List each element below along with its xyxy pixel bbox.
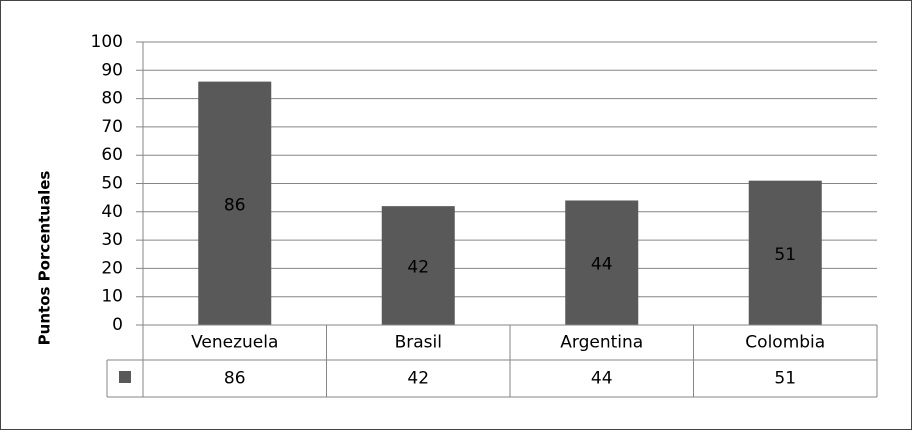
table-value: 51 xyxy=(774,369,796,389)
data-label: 42 xyxy=(407,258,429,278)
data-label: 86 xyxy=(224,195,246,215)
table-value: 42 xyxy=(407,369,429,389)
y-tick-label: 50 xyxy=(101,174,123,194)
table-value: 86 xyxy=(224,369,246,389)
x-tick-label: Venezuela xyxy=(191,333,278,353)
y-tick-label: 30 xyxy=(101,230,123,250)
data-label: 51 xyxy=(774,245,796,265)
bar xyxy=(748,180,822,325)
y-tick-label: 80 xyxy=(101,89,123,109)
x-tick-label: Colombia xyxy=(745,333,825,353)
data-label: 44 xyxy=(591,255,613,275)
y-tick-label: 0 xyxy=(112,315,123,335)
y-tick-label: 90 xyxy=(101,60,123,80)
bar xyxy=(565,200,639,325)
x-tick-label: Brasil xyxy=(395,333,442,353)
legend-key xyxy=(119,371,131,383)
y-axis-label: Puntos Porcentuales xyxy=(36,171,54,346)
y-tick-label: 70 xyxy=(101,117,123,137)
bar xyxy=(381,206,455,325)
table-value: 44 xyxy=(591,369,613,389)
y-tick-label: 20 xyxy=(101,258,123,278)
y-tick-label: 60 xyxy=(101,145,123,165)
y-tick-label: 40 xyxy=(101,202,123,222)
x-tick-label: Argentina xyxy=(560,333,643,353)
bar xyxy=(198,81,272,326)
y-tick-label: 100 xyxy=(91,32,123,52)
y-tick-label: 10 xyxy=(101,287,123,307)
